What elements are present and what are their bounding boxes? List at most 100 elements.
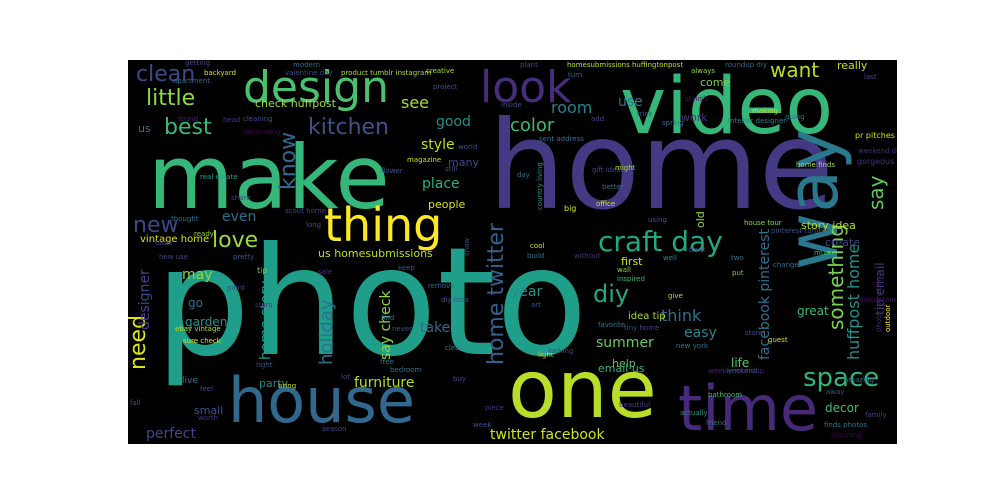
word-home: home bbox=[488, 95, 834, 237]
word-change: change bbox=[773, 261, 799, 269]
word-new-york: new york bbox=[676, 342, 709, 350]
word-easy: easy bbox=[684, 325, 717, 341]
word-big: big bbox=[564, 204, 577, 213]
word-photo: photo bbox=[155, 216, 588, 390]
word-long: long bbox=[306, 221, 322, 229]
word-weekend: weekend bbox=[726, 367, 758, 375]
word-thought: thought bbox=[171, 215, 199, 223]
word-weekly-roundup: weekly roundup bbox=[708, 367, 764, 375]
word-store: store bbox=[745, 329, 763, 337]
word-craft-day: craft day bbox=[598, 225, 723, 258]
word-designer: designer bbox=[137, 269, 153, 330]
word-perfect: perfect bbox=[146, 426, 196, 442]
word-bedroom: bedroom bbox=[390, 366, 422, 374]
word-getting: getting bbox=[185, 60, 211, 67]
word-us-homesubmissions: us homesubmissions bbox=[318, 247, 433, 260]
word-think: think bbox=[661, 306, 702, 325]
word-right: right bbox=[256, 361, 273, 369]
word-color: color bbox=[510, 115, 555, 136]
word-pr-pitches: pr pitches bbox=[855, 131, 895, 140]
word-know: know bbox=[276, 131, 301, 190]
word-holiday: holiday bbox=[316, 299, 337, 365]
word-guest: guest bbox=[768, 336, 788, 344]
word-help: help bbox=[612, 357, 636, 370]
word-furniture: furniture bbox=[354, 375, 415, 391]
word-place: place bbox=[422, 176, 460, 192]
word-pretty: pretty bbox=[233, 253, 255, 261]
word-home-twitter: home twitter bbox=[484, 223, 509, 365]
word-room: room bbox=[551, 98, 593, 117]
word-wall: wall bbox=[617, 266, 631, 274]
word-still: still bbox=[445, 165, 458, 173]
word-new-use: new use bbox=[159, 253, 189, 261]
word-tiny-home: tiny home bbox=[624, 324, 660, 332]
word-little: little bbox=[146, 86, 196, 111]
word-come: come bbox=[700, 76, 731, 89]
word-beautiful: beautiful bbox=[619, 401, 651, 409]
word-thing: thing bbox=[324, 198, 443, 252]
word-favorite: favorite bbox=[598, 321, 626, 329]
word-table: table bbox=[155, 239, 173, 247]
word-paint: paint bbox=[227, 284, 245, 292]
word-good: good bbox=[436, 114, 471, 130]
word-even: even bbox=[222, 209, 257, 225]
word-take: take bbox=[420, 320, 451, 336]
word-looking: looking bbox=[548, 347, 574, 355]
word-year: year bbox=[511, 284, 543, 300]
word-always: always bbox=[691, 67, 716, 75]
word-twitter-facebook: twitter facebook bbox=[490, 427, 605, 443]
word-turn: turn bbox=[568, 71, 583, 79]
word-outdoor: outdoor bbox=[884, 304, 892, 332]
word-last: last bbox=[864, 73, 877, 81]
word-making: making bbox=[752, 107, 778, 115]
word-design: design bbox=[243, 62, 389, 113]
word-look: look bbox=[480, 62, 572, 113]
word-give: give bbox=[668, 292, 683, 300]
word-garden: garden bbox=[185, 315, 228, 329]
word-free: free bbox=[380, 358, 394, 366]
word-summer: summer bbox=[596, 335, 654, 351]
word-creative: creative bbox=[426, 67, 455, 75]
word-real-estate: real estate bbox=[200, 173, 238, 181]
word-create: create bbox=[825, 236, 860, 249]
word-plant: plant bbox=[520, 61, 538, 69]
word-flower: flower bbox=[381, 167, 403, 175]
word-much: much bbox=[814, 249, 834, 257]
word-feel: feel bbox=[200, 385, 214, 393]
word-head: head bbox=[223, 116, 241, 124]
word-find: find bbox=[381, 314, 395, 322]
word-great: great bbox=[797, 304, 829, 318]
word-many: many bbox=[448, 156, 479, 169]
word-check-huffpost: check huffpost bbox=[255, 97, 336, 110]
word-worth: worth bbox=[198, 414, 219, 422]
word-first: first bbox=[621, 255, 643, 268]
word-tip: tip bbox=[257, 266, 268, 275]
word-family: family bbox=[865, 411, 887, 419]
word-one: one bbox=[508, 343, 657, 436]
word-build: build bbox=[527, 252, 545, 260]
word-finds-photos: finds photos bbox=[824, 421, 867, 429]
word-house: house bbox=[228, 364, 415, 437]
word-home-story: home story bbox=[258, 280, 274, 360]
word-gorgeous: gorgeous bbox=[857, 157, 895, 166]
word-cloud: photo home make video house one time way… bbox=[128, 60, 897, 444]
word-clean: clean bbox=[136, 62, 196, 87]
word-see: see bbox=[401, 93, 430, 112]
word-keep: keep bbox=[398, 264, 415, 272]
word-old: old bbox=[694, 211, 707, 228]
word-without: without bbox=[574, 252, 601, 260]
word-cleaning: cleaning bbox=[243, 115, 273, 123]
word-gift-idea: gift idea bbox=[592, 166, 621, 174]
word-magazine: magazine bbox=[407, 156, 442, 164]
word-product-tumblr-instagram: product tumblr instagram bbox=[341, 69, 432, 77]
word-friend: friend bbox=[706, 419, 727, 427]
word-better: better bbox=[602, 183, 624, 191]
word-sale: sale bbox=[318, 268, 333, 276]
word-email-us: email us bbox=[598, 362, 645, 375]
word-art: art bbox=[531, 301, 541, 309]
word-trick: trick bbox=[637, 110, 653, 118]
word-spring: spring bbox=[662, 119, 684, 127]
word-actually: actually bbox=[680, 409, 708, 417]
word-project: project bbox=[433, 83, 458, 91]
word-well: well bbox=[663, 254, 677, 262]
